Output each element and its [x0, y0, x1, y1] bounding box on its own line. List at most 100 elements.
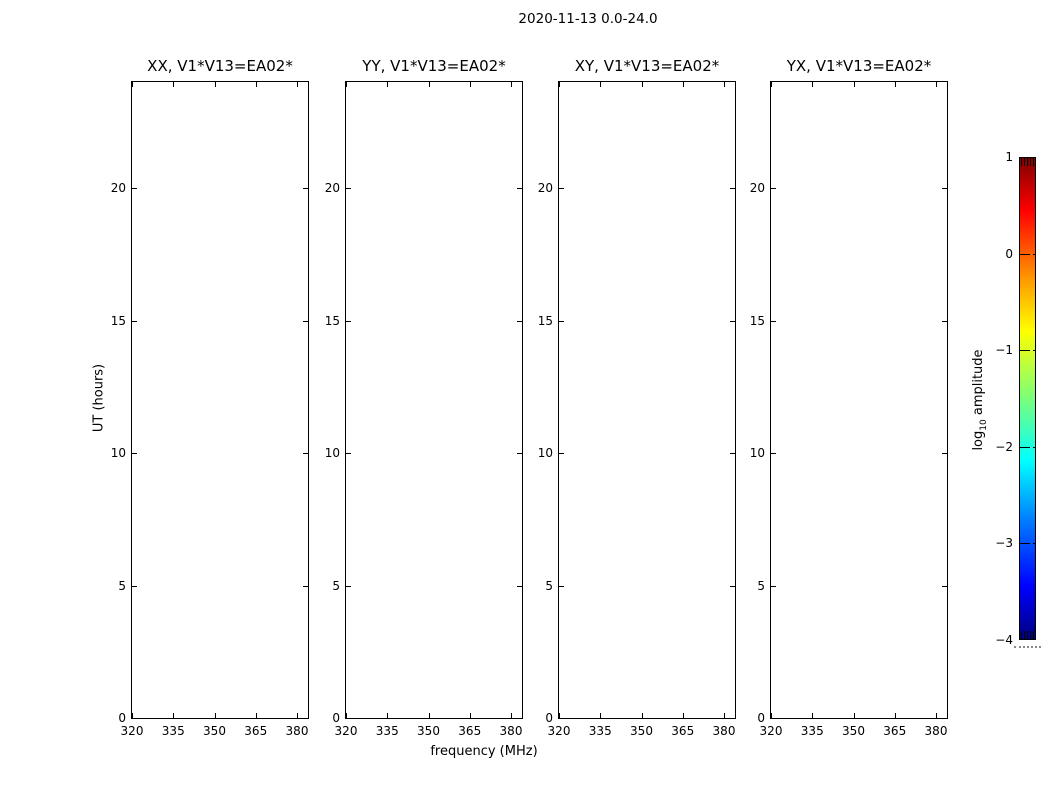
y-tick-mark-right — [942, 188, 947, 189]
y-tick-label: 5 — [757, 578, 765, 593]
colorbar-tick-mark — [1033, 350, 1035, 352]
subplot-yy-title: YY, V1*V13=EA02* — [362, 57, 506, 75]
x-tick-mark-top — [469, 82, 471, 87]
y-tick-label: 15 — [749, 313, 765, 328]
x-tick-mark-bottom — [936, 713, 937, 718]
y-tick-mark-right — [303, 718, 308, 719]
x-tick-label: 380 — [499, 724, 523, 738]
y-tick-label: 0 — [332, 711, 340, 725]
x-tick-mark-top — [346, 82, 347, 87]
y-tick-mark-right — [303, 320, 308, 322]
colorbar-tick-mark — [1020, 543, 1030, 545]
y-tick-mark-right — [517, 585, 522, 587]
y-tick-mark-left — [559, 188, 564, 189]
x-tick-mark-top — [724, 82, 725, 87]
x-tick-label: 380 — [285, 724, 309, 738]
colorbar-under-dots — [1014, 646, 1041, 648]
colorbar-tick-label: 0 — [1005, 246, 1013, 261]
y-tick-mark-right — [303, 453, 308, 454]
y-tick-mark-right — [730, 188, 735, 189]
x-tick-label: 365 — [883, 724, 907, 738]
x-tick-mark-bottom — [346, 713, 347, 718]
colorbar-bottom-hatch — [1021, 631, 1034, 639]
y-axis-label: UT (hours) — [91, 363, 107, 433]
y-tick-mark-left — [346, 585, 351, 587]
y-tick-mark-right — [942, 320, 947, 322]
y-tick-mark-right — [942, 718, 947, 719]
x-tick-label: 320 — [334, 724, 358, 738]
y-tick-mark-right — [942, 585, 947, 587]
y-tick-label: 15 — [110, 313, 126, 328]
x-tick-label: 320 — [547, 724, 571, 738]
colorbar-tick-mark — [1033, 253, 1035, 255]
y-tick-mark-left — [346, 453, 351, 454]
x-tick-label: 365 — [244, 724, 268, 738]
x-tick-mark-top — [559, 82, 560, 87]
x-tick-mark-top — [511, 82, 512, 87]
y-tick-label: 0 — [118, 711, 126, 725]
y-tick-label: 10 — [324, 446, 340, 460]
y-tick-label: 5 — [332, 578, 340, 593]
y-tick-mark-left — [132, 718, 137, 719]
x-tick-mark-top — [641, 82, 643, 87]
x-tick-label: 350 — [417, 724, 440, 738]
x-tick-mark-bottom — [641, 713, 643, 718]
colorbar-tick-label: −3 — [995, 536, 1013, 551]
x-tick-mark-bottom — [214, 713, 216, 718]
colorbar-top-hatch — [1021, 158, 1034, 166]
y-tick-mark-left — [559, 320, 564, 322]
y-tick-mark-left — [132, 320, 137, 322]
x-tick-mark-bottom — [894, 713, 896, 718]
subplot-yy: YY, V1*V13=EA02* 320 335 350 365 380 0 5 10 15 20 — [325, 57, 523, 738]
x-tick-label: 335 — [800, 724, 824, 738]
colorbar-tick-label: −2 — [995, 439, 1013, 454]
colorbar-tick-mark — [1033, 446, 1035, 448]
x-tick-mark-bottom — [511, 713, 512, 718]
y-tick-label: 15 — [537, 313, 553, 328]
y-tick-label: 20 — [537, 181, 553, 195]
y-tick-mark-right — [517, 320, 522, 322]
y-tick-mark-right — [730, 585, 735, 587]
colorbar-gradient — [1019, 157, 1036, 640]
x-tick-mark-top — [132, 82, 133, 87]
y-tick-mark-left — [559, 585, 564, 587]
x-tick-mark-bottom — [173, 713, 175, 718]
y-tick-label: 10 — [110, 446, 126, 460]
subplot-xy-title: XY, V1*V13=EA02* — [574, 57, 720, 75]
y-tick-mark-left — [346, 320, 351, 322]
y-tick-label: 0 — [545, 711, 553, 725]
y-tick-mark-left — [771, 188, 776, 189]
x-tick-label: 380 — [712, 724, 736, 738]
x-tick-mark-bottom — [255, 713, 257, 718]
x-tick-label: 335 — [375, 724, 399, 738]
x-tick-mark-bottom — [469, 713, 471, 718]
x-tick-label: 380 — [924, 724, 948, 738]
x-tick-mark-bottom — [771, 713, 772, 718]
x-tick-mark-top — [387, 82, 389, 87]
x-tick-mark-bottom — [853, 713, 855, 718]
y-tick-label: 10 — [537, 446, 553, 460]
colorbar-tick-mark — [1033, 543, 1035, 545]
y-tick-mark-right — [517, 188, 522, 189]
x-tick-mark-top — [894, 82, 896, 87]
y-tick-label: 20 — [324, 181, 340, 195]
colorbar-label: log10 amplitude — [971, 349, 989, 450]
x-tick-label: 335 — [588, 724, 612, 738]
y-tick-mark-left — [771, 453, 776, 454]
y-tick-mark-right — [730, 718, 735, 719]
y-tick-mark-left — [132, 188, 137, 189]
colorbar-label-pre: log — [971, 430, 987, 451]
figure-title: 2020-11-13 0.0-24.0 — [518, 11, 658, 27]
y-tick-mark-left — [346, 718, 351, 719]
y-tick-mark-right — [730, 453, 735, 454]
x-tick-mark-bottom — [297, 713, 298, 718]
x-tick-label: 350 — [842, 724, 865, 738]
y-tick-label: 5 — [118, 578, 126, 593]
y-tick-label: 15 — [324, 313, 340, 328]
colorbar-tick-label: 1 — [1005, 150, 1013, 164]
x-tick-mark-top — [297, 82, 298, 87]
x-tick-mark-bottom — [559, 713, 560, 718]
y-tick-mark-left — [559, 453, 564, 454]
y-tick-mark-right — [303, 188, 308, 189]
